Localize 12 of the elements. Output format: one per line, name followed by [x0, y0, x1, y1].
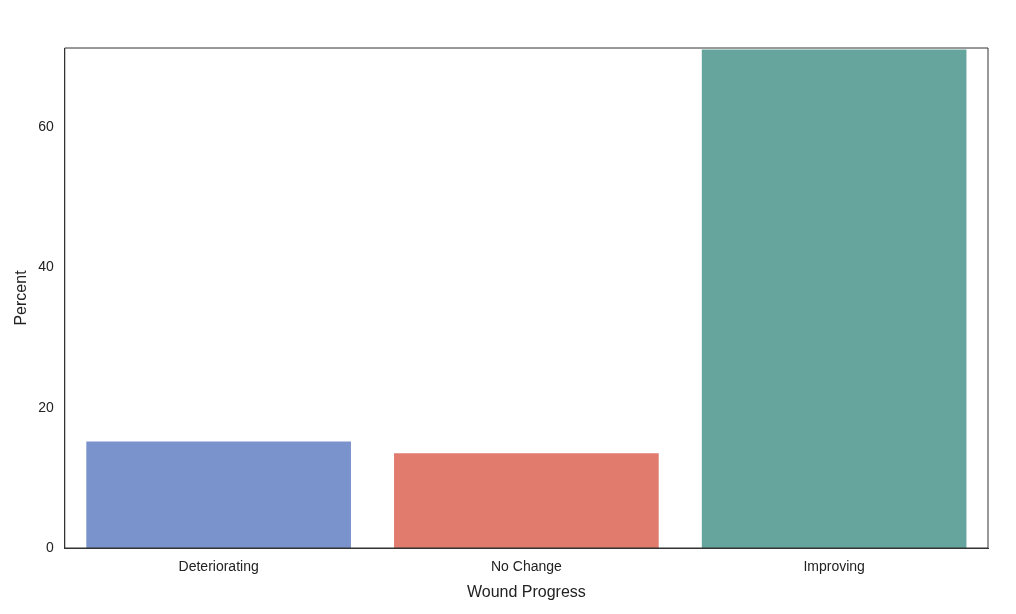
y-tick-label: 60 — [38, 118, 54, 135]
y-tick-label: 40 — [38, 258, 54, 275]
x-tick-label: Deteriorating — [178, 558, 259, 575]
x-tick-label: Improving — [803, 558, 865, 575]
x-axis-title: Wound Progress — [466, 582, 586, 600]
bar — [86, 441, 351, 548]
x-tick-label: No Change — [490, 558, 563, 575]
y-tick-label: 20 — [38, 398, 54, 415]
y-axis-title: Percent — [12, 269, 30, 326]
bar — [701, 49, 967, 548]
y-tick-label: 0 — [45, 538, 54, 555]
bar — [394, 453, 659, 548]
